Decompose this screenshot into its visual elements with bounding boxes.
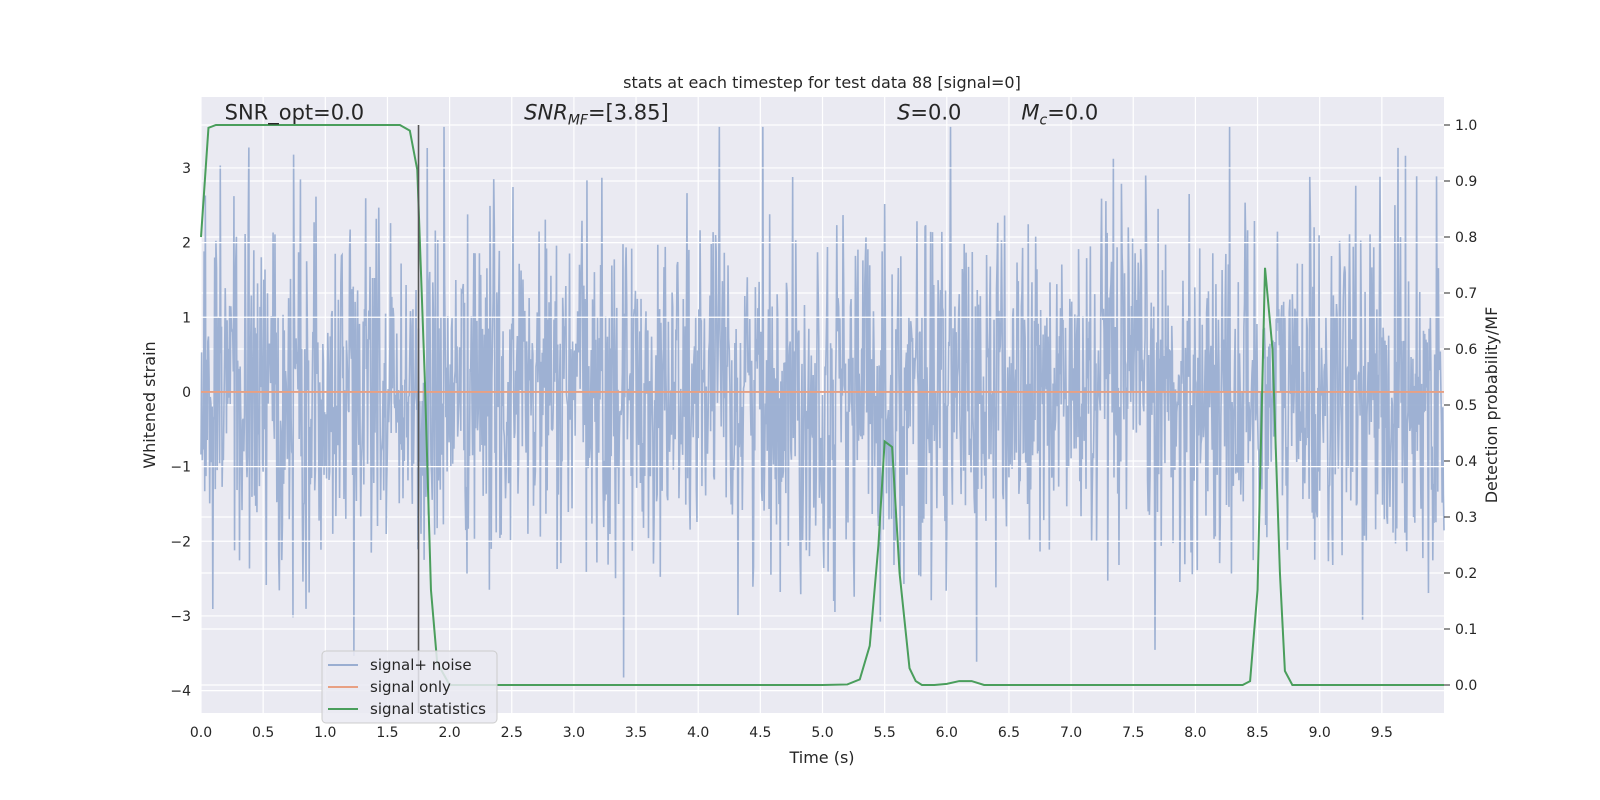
x-tick-label: 7.0 — [1060, 725, 1082, 741]
annotation-1: SNRMF=[3.85] — [524, 100, 669, 128]
y2-tick-label: 0.6 — [1455, 342, 1477, 358]
x-tick-label: 0.5 — [252, 725, 274, 741]
x-tick-label: 6.5 — [998, 725, 1020, 741]
x-tick-label: 8.0 — [1184, 725, 1206, 741]
signal-statistics-line — [200, 124, 1444, 686]
y2-axis-label: Detection probability/MF — [1482, 307, 1501, 504]
x-tick-labels: 0.0 0.5 1.0 1.5 2.0 2.5 3.0 3.5 4.0 4.5 5.0 5.5 6.0 6… — [190, 725, 1393, 741]
y-tick-label: 2 — [182, 236, 191, 252]
y-tick-label: 3 — [182, 161, 191, 177]
x-tick-label: 6.0 — [936, 725, 958, 741]
x-tick-label: 3.0 — [563, 725, 585, 741]
x-axis-label: Time (s) — [788, 748, 854, 767]
x-tick-label: 5.5 — [874, 725, 896, 741]
x-tick-label: 8.5 — [1246, 725, 1268, 741]
y-tick-label: −3 — [170, 609, 191, 625]
y2-tick-label: 0.7 — [1455, 286, 1477, 302]
y2-tick-label: 0.5 — [1455, 398, 1477, 414]
y2-tick-label: 0.3 — [1455, 510, 1477, 526]
legend-label: signal statistics — [370, 700, 486, 718]
y-axis-label: Whitened strain — [140, 341, 159, 468]
legend: signal+ noise signal only signal statistic… — [321, 650, 498, 724]
y-tick-label: 1 — [182, 310, 191, 326]
y-tick-label: −1 — [170, 460, 191, 476]
y2-tick-label: 1.0 — [1455, 118, 1477, 134]
y-tick-label: −4 — [170, 684, 191, 700]
x-tick-label: 9.0 — [1309, 725, 1331, 741]
line-series — [200, 124, 1444, 713]
y2-tick-label: 0.1 — [1455, 622, 1477, 638]
y-tick-label: −2 — [170, 534, 191, 550]
x-tick-label: 1.5 — [376, 725, 398, 741]
y2-tick-label: 0.0 — [1455, 678, 1477, 694]
annotations: SNR_opt=0.0 SNRMF=[3.85] S=0.0 Mc=0.0 — [225, 100, 1099, 128]
legend-label: signal+ noise — [370, 656, 472, 674]
x-tick-label: 2.5 — [501, 725, 523, 741]
y2-tick-labels: 0.0 0.1 0.2 0.3 0.4 0.5 0.6 0.7 0.8 0.9 1.0 — [1444, 118, 1477, 694]
x-tick-label: 1.0 — [314, 725, 336, 741]
x-tick-label: 7.5 — [1122, 725, 1144, 741]
x-tick-label: 9.5 — [1371, 725, 1393, 741]
annotation-3: Mc=0.0 — [1021, 100, 1098, 128]
legend-label: signal only — [370, 678, 451, 696]
x-tick-label: 5.0 — [811, 725, 833, 741]
signal-noise-line — [200, 126, 1445, 678]
y2-tick-label: 0.9 — [1455, 174, 1477, 190]
annotation-0: SNR_opt=0.0 — [225, 100, 365, 125]
x-tick-label: 4.0 — [687, 725, 709, 741]
y-tick-labels: −4 −3 −2 −1 0 1 2 3 — [170, 161, 191, 700]
x-tick-label: 3.5 — [625, 725, 647, 741]
chart-title: stats at each timestep for test data 88 … — [623, 73, 1021, 92]
y2-tick-label: 0.2 — [1455, 566, 1477, 582]
x-tick-label: 2.0 — [438, 725, 460, 741]
y2-tick-label: 0.4 — [1455, 454, 1477, 470]
annotation-2: S=0.0 — [897, 100, 961, 124]
legend-box — [321, 650, 498, 724]
x-tick-label: 4.5 — [749, 725, 771, 741]
y-tick-label: 0 — [182, 385, 191, 401]
x-tick-label: 0.0 — [190, 725, 212, 741]
y2-tick-label: 0.8 — [1455, 230, 1477, 246]
